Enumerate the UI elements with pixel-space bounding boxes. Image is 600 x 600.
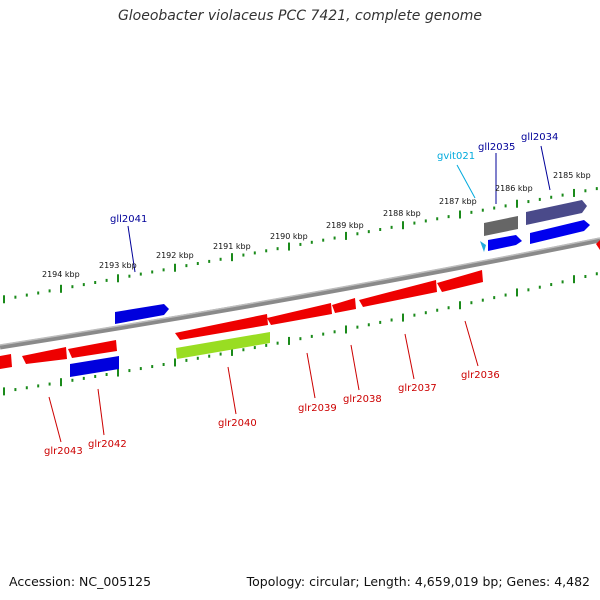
scale-label: 2190 kbp xyxy=(270,232,308,241)
gene-arrow-glr2042[interactable] xyxy=(70,356,119,377)
gene-arrow-glr2039[interactable] xyxy=(267,303,332,325)
gene-label-gll2035[interactable]: gll2035 xyxy=(478,142,515,153)
gene-arrow-glr2037[interactable] xyxy=(359,280,437,307)
label-leaders xyxy=(48,145,551,443)
gene-label-glr2036[interactable]: glr2036 xyxy=(461,370,500,381)
scale-label: 2192 kbp xyxy=(156,251,194,260)
leader-glr2039 xyxy=(306,352,316,399)
genome-backbone xyxy=(0,237,600,350)
gene-label-glr2040[interactable]: glr2040 xyxy=(218,418,257,429)
leader-glr2037 xyxy=(404,333,415,380)
map-title: Gloeobacter violaceus PCC 7421, complete… xyxy=(117,8,483,24)
gene-arrow-edge-red[interactable] xyxy=(596,240,600,250)
scale-label: 2193 kbp xyxy=(99,261,137,270)
gene-label-glr2038[interactable]: glr2038 xyxy=(343,394,382,405)
gene-arrow-red-0[interactable] xyxy=(0,354,12,369)
genome-backbone-highlight xyxy=(0,237,600,346)
gene-arrow-red-68[interactable] xyxy=(68,340,117,358)
gene-label-glr2043[interactable]: glr2043 xyxy=(44,446,83,457)
gene-arrow-glr2038[interactable] xyxy=(332,298,356,313)
inner-tick-track xyxy=(3,272,598,396)
genome-summary-text: Topology: circular; Length: 4,659,019 bp… xyxy=(246,574,590,589)
scale-label: 2186 kbp xyxy=(495,184,533,193)
gene-arrow-blue-small[interactable] xyxy=(488,235,522,251)
leader-glr2042 xyxy=(97,388,105,436)
leader-gvit021 xyxy=(456,164,476,199)
accession-text: Accession: NC_005125 xyxy=(9,574,152,589)
gene-arrow-glr2040[interactable] xyxy=(175,314,268,340)
gvit021-marker[interactable] xyxy=(480,241,486,252)
leader-glr2036 xyxy=(464,320,479,367)
scale-label: 2187 kbp xyxy=(439,197,477,206)
gene-arrow-glr2036[interactable] xyxy=(437,270,483,292)
gene-arrow-gll2034[interactable] xyxy=(526,200,587,225)
gene-label-gvit021[interactable]: gvit021 xyxy=(437,151,475,162)
scale-label: 2185 kbp xyxy=(553,171,591,180)
gene-arrow-gll2035-b[interactable] xyxy=(530,220,590,244)
gene-label-glr2042[interactable]: glr2042 xyxy=(88,439,127,450)
leader-gll2034 xyxy=(540,145,551,191)
gene-arrow-glr2040-lime[interactable] xyxy=(176,332,270,359)
scale-label: 2194 kbp xyxy=(42,270,80,279)
gene-label-gll2041[interactable]: gll2041 xyxy=(110,214,147,225)
gene-arrow-red-22[interactable] xyxy=(22,347,67,364)
leader-gll2041 xyxy=(127,225,136,273)
scale-label: 2189 kbp xyxy=(326,221,364,230)
leader-glr2040 xyxy=(227,366,237,415)
scale-label: 2188 kbp xyxy=(383,209,421,218)
gene-arrow-gll2035[interactable] xyxy=(484,216,518,236)
leader-glr2038 xyxy=(350,344,360,391)
gene-label-glr2037[interactable]: glr2037 xyxy=(398,383,437,394)
outer-tick-track xyxy=(3,187,598,304)
gene-arrows xyxy=(0,200,600,377)
gene-label-glr2039[interactable]: glr2039 xyxy=(298,403,337,414)
gene-arrow-gll2041[interactable] xyxy=(115,304,169,324)
gene-label-gll2034[interactable]: gll2034 xyxy=(521,132,558,143)
scale-label: 2191 kbp xyxy=(213,242,251,251)
gene-labels: gll2034 gll2035 gvit021 gll2041 glr2036 … xyxy=(44,132,558,457)
leader-glr2043 xyxy=(48,396,62,443)
scale-labels: 2185 kbp 2186 kbp 2187 kbp 2188 kbp 2189… xyxy=(42,171,591,279)
